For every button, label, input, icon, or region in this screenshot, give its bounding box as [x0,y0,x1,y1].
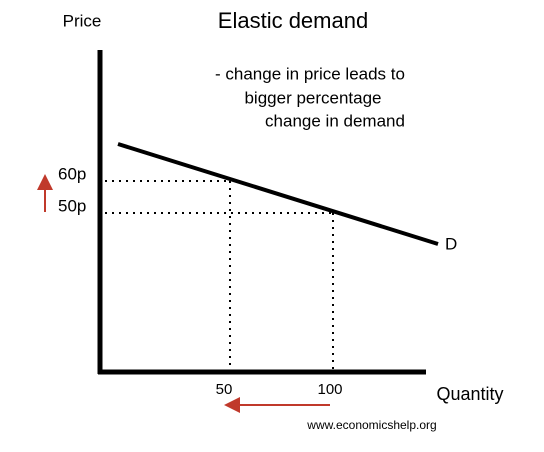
guide-lines [105,180,334,370]
quantity-label: 50 [216,381,233,398]
curve-label: D [445,234,457,253]
demand-curve [117,142,439,246]
quantity-label: 100 [317,381,342,398]
footer: www.economicshelp.org [306,418,436,432]
price-label: 60p [58,164,86,183]
annotation-line: bigger percentage [244,88,381,107]
y-axis-label: Price [63,11,102,30]
x-axis-label: Quantity [436,384,503,404]
title: Elastic demand [218,8,368,33]
annotation-line: - change in price leads to [215,64,405,83]
price-label: 50p [58,196,86,215]
annotation-line: change in demand [265,111,405,130]
